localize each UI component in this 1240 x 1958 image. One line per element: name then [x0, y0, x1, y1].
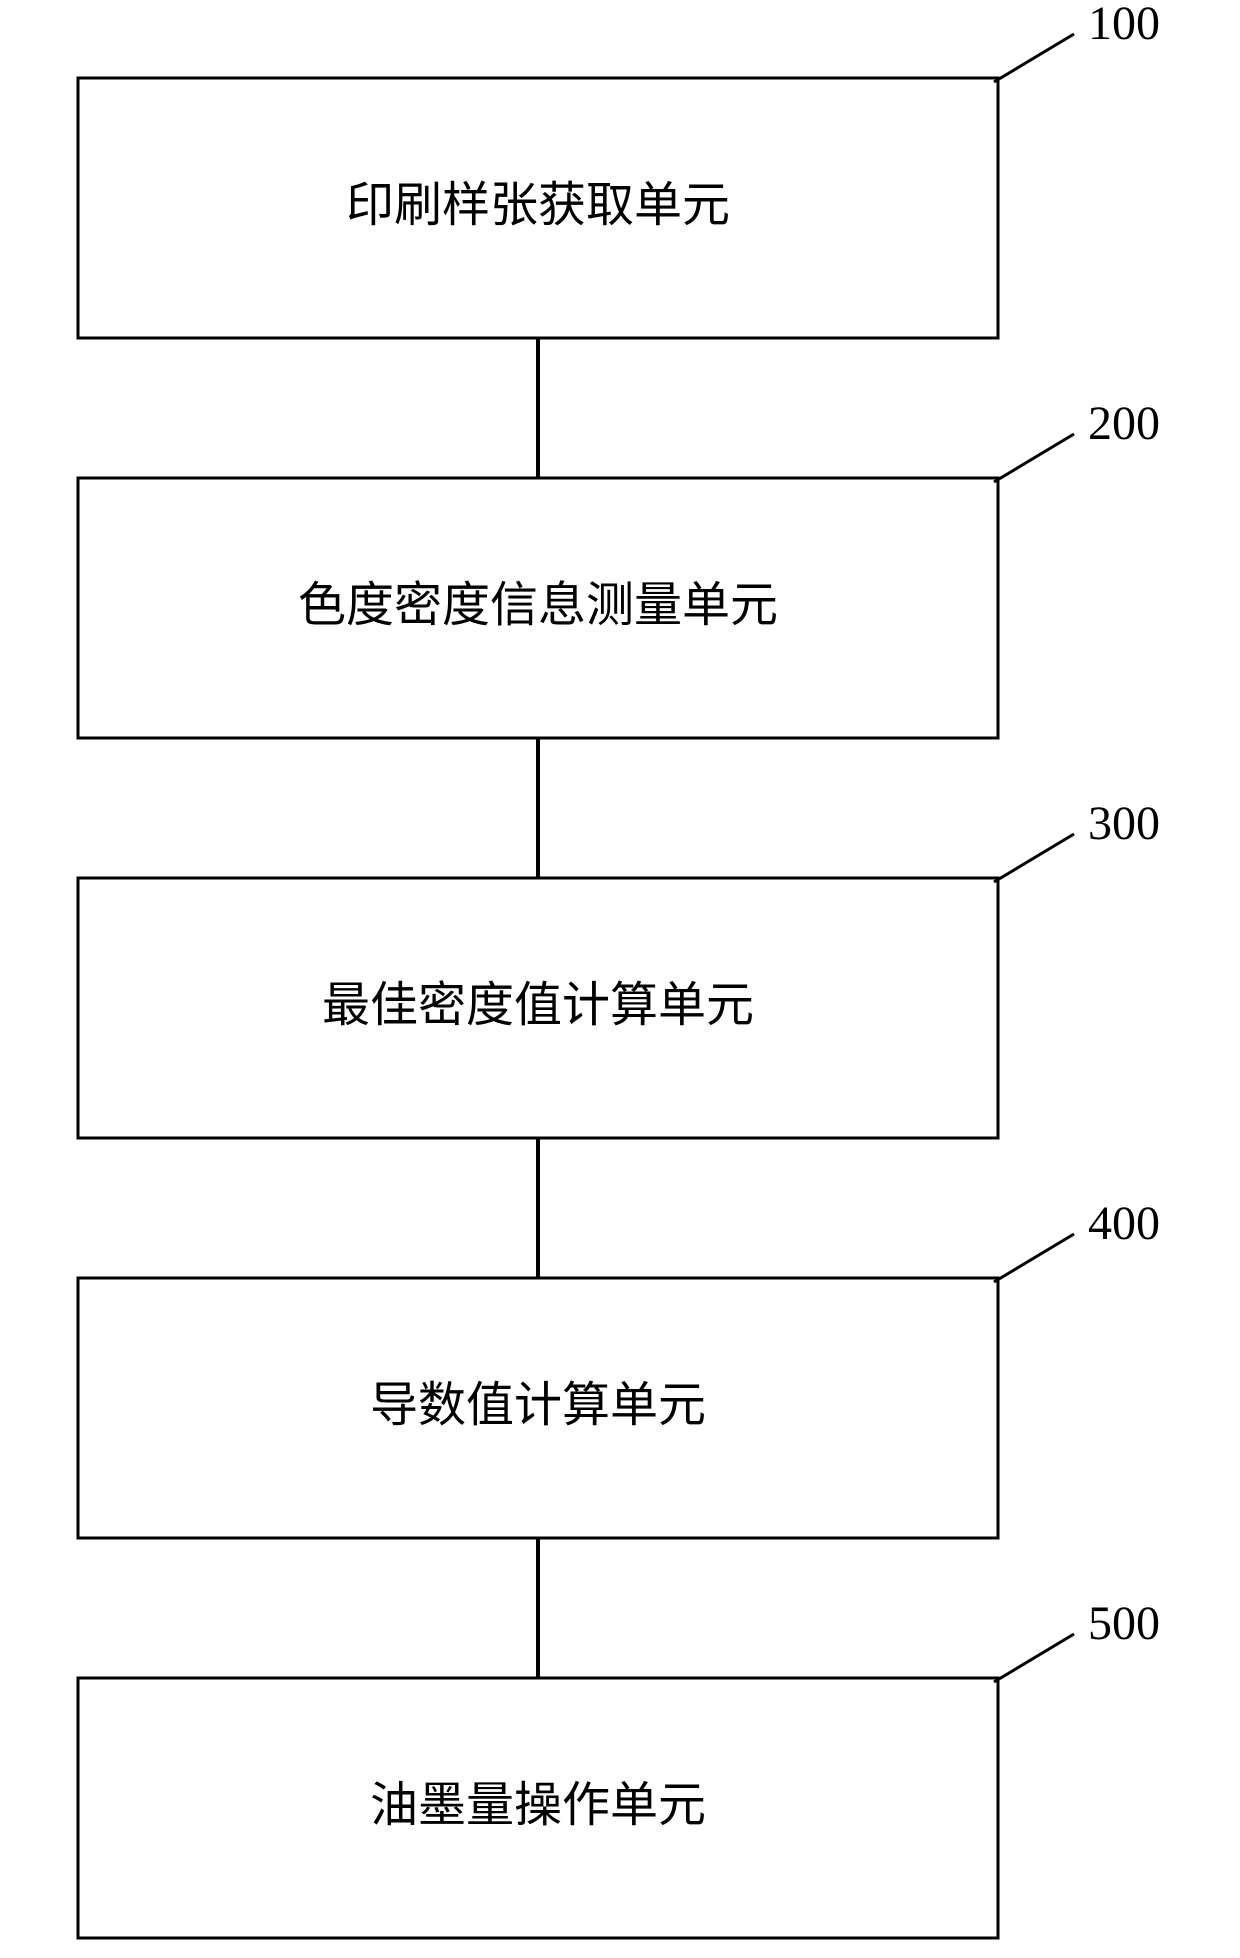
flow-node-label: 最佳密度值计算单元 — [322, 979, 754, 1032]
node-number: 500 — [1088, 1597, 1160, 1650]
leader-line — [994, 434, 1074, 482]
leader-line — [994, 834, 1074, 882]
node-number: 200 — [1088, 397, 1160, 450]
flow-node-label: 油墨量操作单元 — [370, 1779, 706, 1832]
node-number: 100 — [1088, 0, 1160, 50]
flow-node-label: 导数值计算单元 — [370, 1379, 706, 1432]
leader-line — [994, 1234, 1074, 1282]
node-number: 400 — [1088, 1197, 1160, 1250]
flow-node-label: 色度密度信息测量单元 — [298, 579, 778, 632]
node-number: 300 — [1088, 797, 1160, 850]
flow-node-label: 印刷样张获取单元 — [346, 179, 730, 232]
leader-line — [994, 34, 1074, 82]
flowchart-canvas: 印刷样张获取单元 100 色度密度信息测量单元 200 最佳密度值计算单元 300 导数值计… — [0, 0, 1240, 1958]
leader-line — [994, 1634, 1074, 1682]
